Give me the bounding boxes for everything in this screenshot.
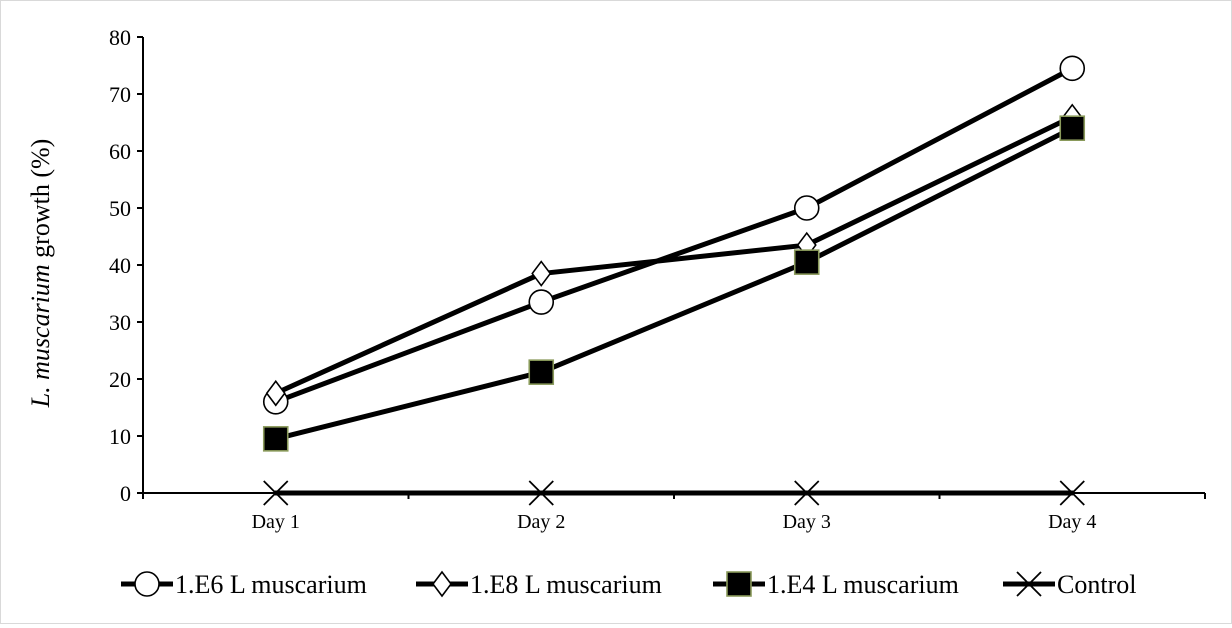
series-line-3 <box>273 125 1075 442</box>
y-tick-label-0: 0 <box>120 481 131 506</box>
y-tick-label-10: 10 <box>109 424 131 449</box>
series-4-point-1 <box>263 480 289 506</box>
legend-marker-2 <box>432 570 452 598</box>
legend-label-3: 1.E4 L muscarium <box>767 570 959 599</box>
legend-marker-3 <box>726 571 752 597</box>
series-3-point-4 <box>1059 115 1086 141</box>
legend-entry-4: Control <box>1003 570 1136 599</box>
y-tick-label-60: 60 <box>109 139 131 164</box>
series-4-point-2 <box>528 480 554 506</box>
series-3-point-1 <box>262 426 289 452</box>
plot-series <box>262 55 1086 506</box>
series-line-2 <box>273 114 1075 396</box>
legend-marker-1 <box>134 571 160 597</box>
legend-label-2: 1.E8 L muscarium <box>470 570 662 599</box>
series-3-point-3 <box>793 249 820 275</box>
y-axis-title: L. muscarium growth (%) <box>26 139 55 409</box>
y-tick-label-70: 70 <box>109 82 131 107</box>
series-2-point-1 <box>265 379 286 407</box>
y-tick-label-20: 20 <box>109 367 131 392</box>
legend-label-1: 1.E6 L muscarium <box>175 570 367 599</box>
legend-entry-2: 1.E8 L muscarium <box>416 570 662 599</box>
legend-entry-1: 1.E6 L muscarium <box>121 570 367 599</box>
series-3-point-2 <box>528 359 555 385</box>
legend-label-4: Control <box>1057 570 1136 599</box>
legend-entry-3: 1.E4 L muscarium <box>713 570 959 599</box>
x-tick-label-3: Day 3 <box>783 511 831 533</box>
series-1-point-2 <box>528 289 555 315</box>
series-2-point-2 <box>531 260 552 287</box>
legend: 1.E6 L muscarium 1.E8 L muscarium 1.E4 L m… <box>121 570 1136 599</box>
plot-axes: 0 10 20 30 40 50 60 70 80 Day 1 Day 2 Day 3 Day 4 <box>109 25 1206 533</box>
series-1-point-3 <box>793 195 820 221</box>
y-tick-label-30: 30 <box>109 310 131 335</box>
x-tick-label-2: Day 2 <box>517 511 565 533</box>
x-tick-label-4: Day 4 <box>1048 511 1096 533</box>
y-tick-label-40: 40 <box>109 253 131 278</box>
y-tick-label-50: 50 <box>109 196 131 221</box>
legend-marker-4 <box>1016 571 1042 597</box>
x-tick-label-1: Day 1 <box>252 511 300 533</box>
y-tick-label-80: 80 <box>109 25 131 50</box>
series-4-point-4 <box>1059 480 1085 506</box>
series-1-point-4 <box>1059 55 1086 82</box>
series-4-point-3 <box>794 480 820 506</box>
series-line-1 <box>273 65 1075 405</box>
